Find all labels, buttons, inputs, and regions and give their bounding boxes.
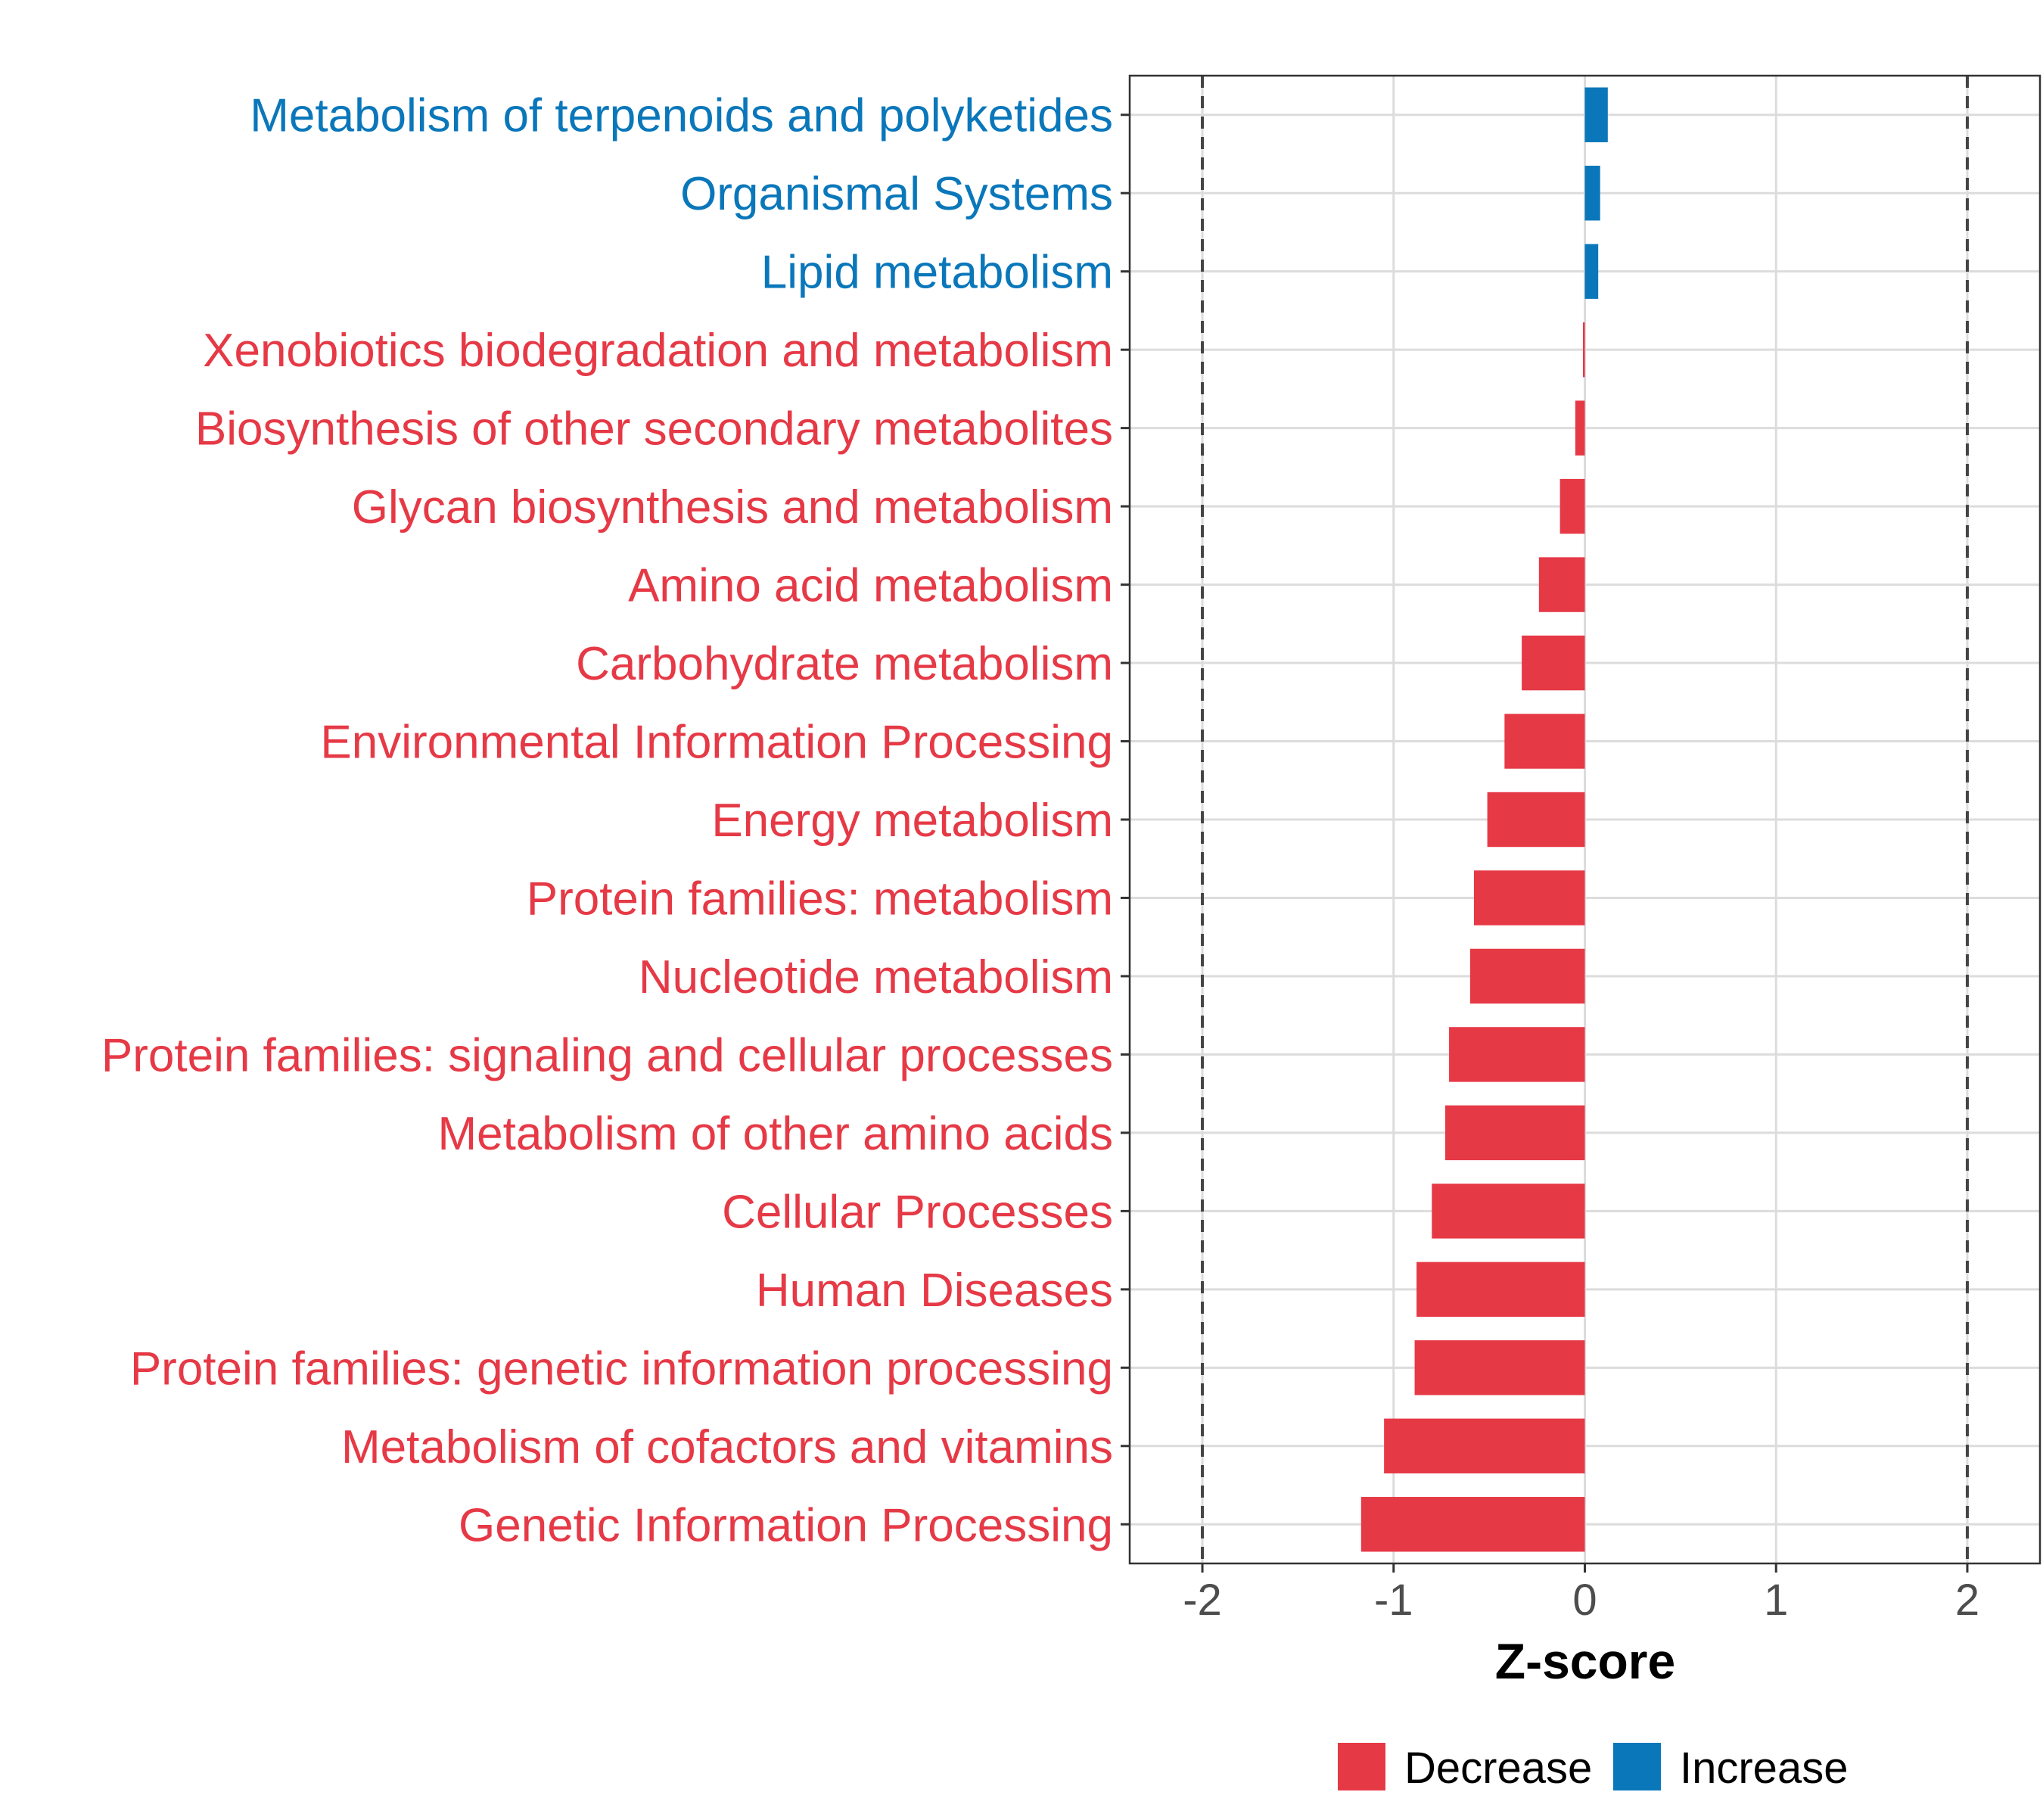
bar-layer <box>1360 87 1608 1552</box>
x-tick-label: 0 <box>1572 1576 1597 1625</box>
x-tick-layer: -2 -1 0 1 2 <box>1183 1563 1979 1625</box>
y-tick-layer: Metabolism of terpenoids and polyketides… <box>101 90 1130 1551</box>
reference-line-layer <box>1201 76 1969 1563</box>
legend-swatch <box>1338 1743 1385 1790</box>
y-tick-label: Xenobiotics biodegradation and metabolis… <box>203 325 1113 377</box>
y-tick-label: Biosynthesis of other secondary metaboli… <box>195 403 1113 456</box>
y-tick-label: Organismal Systems <box>680 168 1113 220</box>
bar <box>1416 1262 1585 1318</box>
bar <box>1445 1105 1585 1161</box>
y-tick-label: Genetic Information Processing <box>459 1499 1113 1551</box>
bar <box>1432 1184 1585 1239</box>
y-tick-label: Protein families: signaling and cellular… <box>101 1029 1113 1081</box>
bar <box>1522 635 1585 691</box>
bar <box>1360 1497 1585 1552</box>
y-tick-label: Lipid metabolism <box>761 247 1113 299</box>
bar <box>1584 87 1608 142</box>
bar <box>1473 870 1585 926</box>
x-tick-label: 1 <box>1764 1576 1788 1625</box>
bar <box>1559 478 1585 534</box>
legend: Decrease Increase <box>1338 1743 1848 1793</box>
bar <box>1584 165 1600 221</box>
y-tick-label: Protein families: metabolism <box>527 873 1113 925</box>
x-tick-label: -1 <box>1374 1576 1413 1625</box>
y-tick-label: Cellular Processes <box>722 1186 1113 1238</box>
legend-label: Increase <box>1680 1744 1848 1793</box>
bar <box>1575 400 1585 456</box>
x-tick-label: 2 <box>1955 1576 1979 1625</box>
y-tick-label: Metabolism of terpenoids and polyketides <box>250 90 1113 142</box>
bar <box>1582 322 1585 378</box>
y-tick-label: Glycan biosynthesis and metabolism <box>352 481 1113 534</box>
y-tick-label: Human Diseases <box>756 1265 1113 1317</box>
legend-swatch <box>1613 1743 1661 1790</box>
bar <box>1504 714 1585 769</box>
y-tick-label: Metabolism of cofactors and vitamins <box>341 1421 1113 1473</box>
bar <box>1584 244 1599 299</box>
y-tick-label: Metabolism of other amino acids <box>437 1108 1113 1160</box>
x-tick-label: -2 <box>1183 1576 1222 1625</box>
x-axis-title: Z-score <box>1495 1633 1675 1689</box>
bar <box>1414 1340 1585 1395</box>
bar <box>1469 948 1585 1004</box>
bar <box>1487 792 1585 848</box>
bar <box>1384 1418 1585 1474</box>
bar <box>1449 1027 1585 1082</box>
legend-label: Decrease <box>1404 1744 1592 1793</box>
y-tick-label: Carbohydrate metabolism <box>576 638 1113 690</box>
y-tick-label: Protein families: genetic information pr… <box>130 1342 1113 1395</box>
y-tick-label: Environmental Information Processing <box>320 717 1113 769</box>
bar <box>1538 557 1585 612</box>
y-tick-label: Amino acid metabolism <box>628 560 1113 612</box>
y-tick-label: Nucleotide metabolism <box>639 951 1113 1003</box>
y-tick-label: Energy metabolism <box>711 795 1113 847</box>
